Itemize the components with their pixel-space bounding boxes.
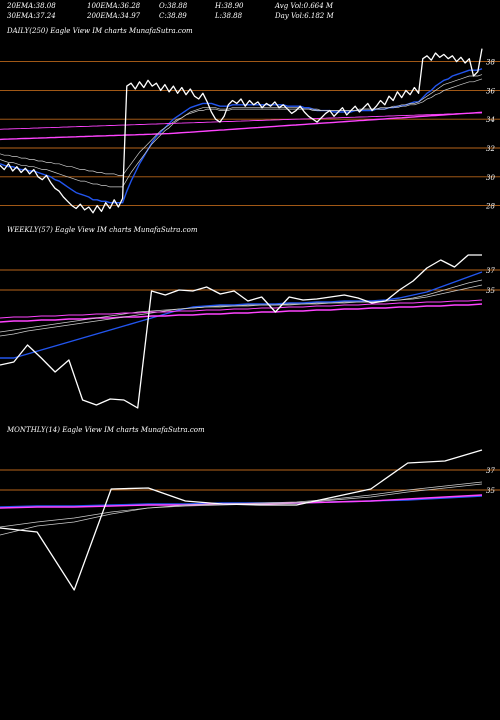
monthly-panel: 37 35 xyxy=(0,449,500,591)
weekly-series-ema-thin-4 xyxy=(0,284,483,333)
daily-y-tick-label-3: 32 xyxy=(486,145,495,153)
header-100ema: 100EMA:36.28 xyxy=(87,2,141,10)
daily-panel-title: DAILY(250) Eagle View IM charts MunafaSu… xyxy=(7,27,193,35)
header-day-vol: Day Vol:6.182 M xyxy=(275,12,334,20)
daily-y-tick-label-0: 38 xyxy=(486,59,495,67)
monthly-series-price-0 xyxy=(0,449,483,591)
weekly-series-ema-slow-2 xyxy=(0,303,483,323)
weekly-series-ema-thin-3 xyxy=(0,279,483,337)
header-low: L:38.88 xyxy=(215,12,243,20)
header-avg-vol: Avg Vol:0.664 M xyxy=(275,2,334,10)
daily-y-tick-label-1: 36 xyxy=(486,87,495,95)
daily-panel: 38 36 34 32 30 28 xyxy=(0,48,500,214)
daily-y-tick-label-4: 30 xyxy=(486,174,495,182)
weekly-series-price-0 xyxy=(0,254,482,409)
monthly-y-tick-label-1: 35 xyxy=(486,487,495,495)
daily-series-ema-slow-2 xyxy=(0,111,483,141)
weekly-y-tick-label-0: 37 xyxy=(486,267,495,275)
header-30ema: 30EMA:37.24 xyxy=(7,12,56,20)
weekly-panel: 37 35 xyxy=(0,254,500,409)
daily-series-ema-thin-4 xyxy=(0,78,483,176)
daily-series-ema-thin-3 xyxy=(0,74,483,188)
daily-y-tick-label-2: 34 xyxy=(486,116,495,124)
monthly-panel-title: MONTHLY(14) Eagle View IM charts MunafaS… xyxy=(7,426,205,434)
header-high: H:38.90 xyxy=(215,2,244,10)
header-open: O:38.88 xyxy=(159,2,188,10)
header-200ema: 200EMA:34.97 xyxy=(87,12,141,20)
daily-series-price-0 xyxy=(0,48,483,214)
weekly-panel-title: WEEKLY(57) Eagle View IM charts MunafaSu… xyxy=(7,226,198,234)
daily-y-tick-label-5: 28 xyxy=(485,203,495,211)
monthly-y-tick-label-0: 37 xyxy=(486,467,495,475)
daily-series-ema-pink-flat-5 xyxy=(0,112,483,130)
weekly-series-ema-pink-flat-5 xyxy=(0,299,483,319)
monthly-series-ema-fast-1 xyxy=(0,495,483,508)
weekly-series-ema-fast-1 xyxy=(0,271,483,359)
weekly-y-tick-label-1: 35 xyxy=(486,287,495,295)
header-20ema: 20EMA:38.08 xyxy=(7,2,56,10)
daily-series-ema-fast-1 xyxy=(0,68,483,204)
header-close: C:38.89 xyxy=(159,12,187,20)
monthly-series-ema-thin-3 xyxy=(0,481,483,536)
